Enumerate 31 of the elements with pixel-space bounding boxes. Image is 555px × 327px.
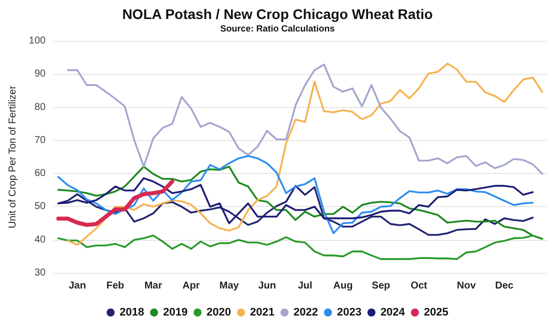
chart-subtitle: Source: Ratio Calculations (220, 24, 335, 34)
legend-label: 2024 (380, 306, 406, 318)
y-tick-label: 50 (34, 201, 46, 212)
y-tick-label: 100 (28, 36, 46, 46)
legend-label: 2022 (294, 306, 318, 318)
x-tick-label: Aug (333, 280, 353, 292)
y-tick-label: 70 (34, 134, 46, 146)
legend-label: 2023 (336, 306, 362, 318)
legend-label: 2025 (424, 306, 448, 318)
x-tick-label: Jul (298, 280, 312, 292)
y-tick-label: 30 (34, 268, 46, 278)
x-tick-label: Feb (106, 280, 124, 292)
x-tick-label: May (219, 280, 240, 292)
legend-label: 2021 (250, 306, 275, 318)
x-tick-label: Nov (456, 280, 476, 292)
x-tick-label: Oct (410, 280, 428, 292)
x-tick-label: Sep (372, 280, 390, 292)
y-tick-label: 60 (34, 168, 46, 180)
x-tick-label: Dec (495, 280, 514, 292)
y-tick-label: 40 (34, 234, 46, 246)
y-tick-label: 80 (34, 102, 46, 113)
chart-title: NOLA Potash / New Crop Chicago Wheat Ratio (122, 6, 433, 22)
x-tick-label: Mar (144, 280, 162, 292)
x-tick-label: Apr (182, 280, 200, 292)
legend-label: 2018 (120, 306, 144, 318)
x-tick-label: Jan (68, 280, 86, 292)
x-tick-label: Jun (258, 280, 276, 292)
legend-label: 2019 (163, 306, 188, 318)
y-axis-title: Unit of Crop Per Ton of Fertilizer (8, 85, 18, 228)
y-tick-label: 90 (34, 68, 46, 80)
legend-label: 2020 (206, 306, 232, 318)
